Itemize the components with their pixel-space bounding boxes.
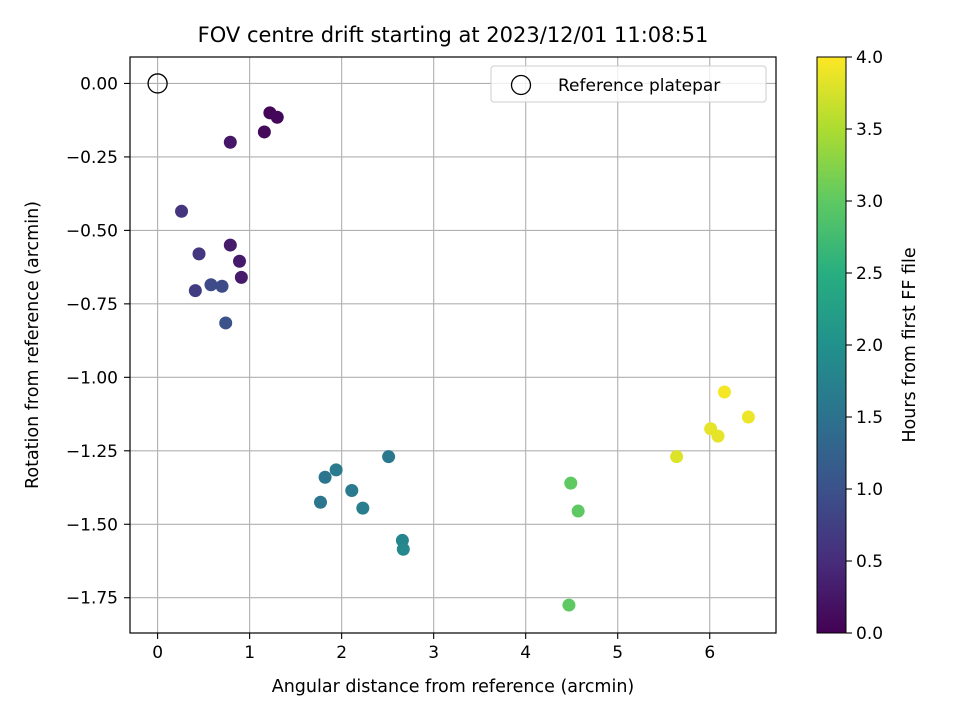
y-tick-label: −0.75: [66, 295, 118, 315]
scatter-point: [318, 470, 332, 484]
scatter-point: [345, 483, 359, 497]
x-tick-label: 4: [520, 643, 531, 663]
colorbar-tick-label: 3.0: [856, 192, 883, 212]
colorbar-tick-label: 2.0: [856, 336, 883, 356]
scatter-point: [257, 125, 271, 139]
colorbar-tick-label: 2.5: [856, 264, 883, 284]
scatter-point: [192, 247, 206, 261]
scatter-point: [233, 254, 247, 268]
x-tick-label: 1: [244, 643, 255, 663]
scatter-point: [204, 278, 218, 292]
scatter-point: [188, 284, 202, 298]
scatter-point: [175, 204, 189, 218]
colorbar-tick-label: 0.5: [856, 552, 883, 572]
colorbar-tick-label: 3.5: [856, 120, 883, 140]
scatter-point: [562, 598, 576, 612]
chart-title: FOV centre drift starting at 2023/12/01 …: [198, 23, 709, 47]
y-tick-label: −0.50: [66, 221, 118, 241]
y-tick-label: −1.00: [66, 368, 118, 388]
legend-reference-marker: [510, 74, 532, 96]
y-tick-label: −0.25: [66, 148, 118, 168]
grid-lines: [130, 57, 776, 633]
colorbar-tick-label: 1.0: [856, 480, 883, 500]
scatter-point: [313, 495, 327, 509]
data-points: [175, 106, 755, 612]
scatter-point: [356, 501, 370, 515]
y-tick-label: 0.00: [80, 74, 118, 94]
x-axis-ticks: 0 1 2 3 4 5 6: [152, 633, 715, 663]
colorbar-tick-label: 4.0: [856, 48, 883, 68]
reference-platepar-marker: [147, 73, 168, 94]
scatter-point: [741, 410, 755, 424]
x-tick-label: 0: [152, 643, 163, 663]
reference-layer: [147, 73, 168, 94]
colorbar-tick-label: 1.5: [856, 408, 883, 428]
scatter-point: [571, 504, 585, 518]
scatter-point: [234, 270, 248, 284]
legend-entry-label: Reference platepar: [558, 76, 720, 96]
x-tick-label: 2: [336, 643, 347, 663]
colorbar-gradient: [816, 56, 847, 634]
legend: Reference platepar: [490, 65, 767, 103]
colorbar: 0.0 0.5 1.0 1.5 2.0 2.5 3.0 3.5 4.0 Hours from f…: [816, 48, 920, 644]
scatter-point: [564, 476, 578, 490]
x-tick-label: 5: [612, 643, 623, 663]
y-tick-label: −1.75: [66, 589, 118, 609]
x-axis-label: Angular distance from reference (arcmin): [272, 677, 635, 697]
scatter-point: [382, 450, 396, 464]
y-tick-label: −1.50: [66, 515, 118, 535]
scatter-point: [711, 429, 725, 443]
scatter-point: [396, 542, 410, 556]
scatter-point: [329, 463, 343, 477]
colorbar-tick-label: 0.0: [856, 624, 883, 644]
colorbar-ticks: 0.0 0.5 1.0 1.5 2.0 2.5 3.0 3.5 4.0: [846, 48, 883, 644]
y-tick-label: −1.25: [66, 442, 118, 462]
legend-box: [490, 65, 767, 103]
y-axis-ticks: 0.00 −0.25 −0.50 −0.75 −1.00 −1.25 −1.50 −1.75: [66, 74, 130, 609]
colorbar-label: Hours from first FF file: [900, 247, 920, 442]
scatter-point: [215, 279, 229, 293]
plot-frame: [129, 56, 777, 634]
scatter-point: [223, 238, 237, 252]
scatter-point: [219, 316, 233, 330]
scatter-point: [717, 385, 731, 399]
x-tick-label: 3: [428, 643, 439, 663]
y-axis-label: Rotation from reference (arcmin): [23, 201, 43, 489]
x-tick-label: 6: [704, 643, 715, 663]
scatter-point: [670, 450, 684, 464]
scatter-point: [270, 110, 284, 124]
scatter-point: [223, 135, 237, 149]
